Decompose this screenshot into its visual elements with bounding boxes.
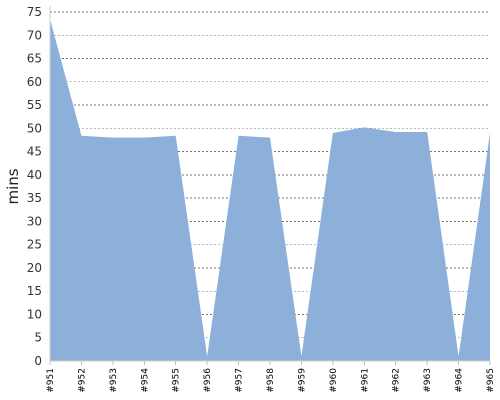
x-tick-label: #954 [140,368,150,393]
y-axis-title: mins [4,168,22,204]
x-tick-label: #952 [77,368,87,393]
area-series [49,18,491,361]
x-tick-label: #965 [486,368,496,393]
x-tick-label: #964 [455,368,465,393]
x-tick-label: #951 [46,368,56,393]
x-tick-label: #959 [297,368,307,393]
x-tick-label: #963 [423,368,433,393]
y-tick-label: 20 [27,261,42,275]
x-tick-label: #958 [266,368,276,393]
x-tick-label: #953 [109,368,119,393]
y-tick-label: 30 [27,214,42,228]
y-tick-label: 25 [27,238,42,252]
y-tick-label: 10 [27,307,42,321]
y-tick-label: 35 [27,191,42,205]
y-tick-label: 0 [34,354,42,368]
x-tick-label: #962 [392,368,402,393]
y-tick-label: 70 [27,28,42,42]
y-tick-label: 15 [27,284,42,298]
x-tick-label: #956 [203,368,213,393]
y-tick-label: 55 [27,98,42,112]
y-tick-label: 50 [27,121,42,135]
x-axis-tick-labels: #951 #952 #953 #954 #955 #956 #957 #958 #959 #960… [46,368,496,393]
axes [49,6,491,365]
area-fill [50,18,490,361]
x-tick-label: #960 [329,368,339,393]
y-tick-label: 65 [27,52,42,66]
y-tick-label: 75 [27,5,42,19]
y-tick-label: 5 [34,331,42,345]
y-tick-label: 60 [27,75,42,89]
y-axis-tick-labels: 0 5 10 15 20 25 30 35 40 45 50 55 60 65 70 75 [27,5,42,368]
x-tick-label: #961 [360,368,370,393]
y-tick-label: 40 [27,168,42,182]
x-tick-label: #955 [172,368,182,393]
x-tick-label: #957 [235,368,245,393]
y-tick-label: 45 [27,145,42,159]
